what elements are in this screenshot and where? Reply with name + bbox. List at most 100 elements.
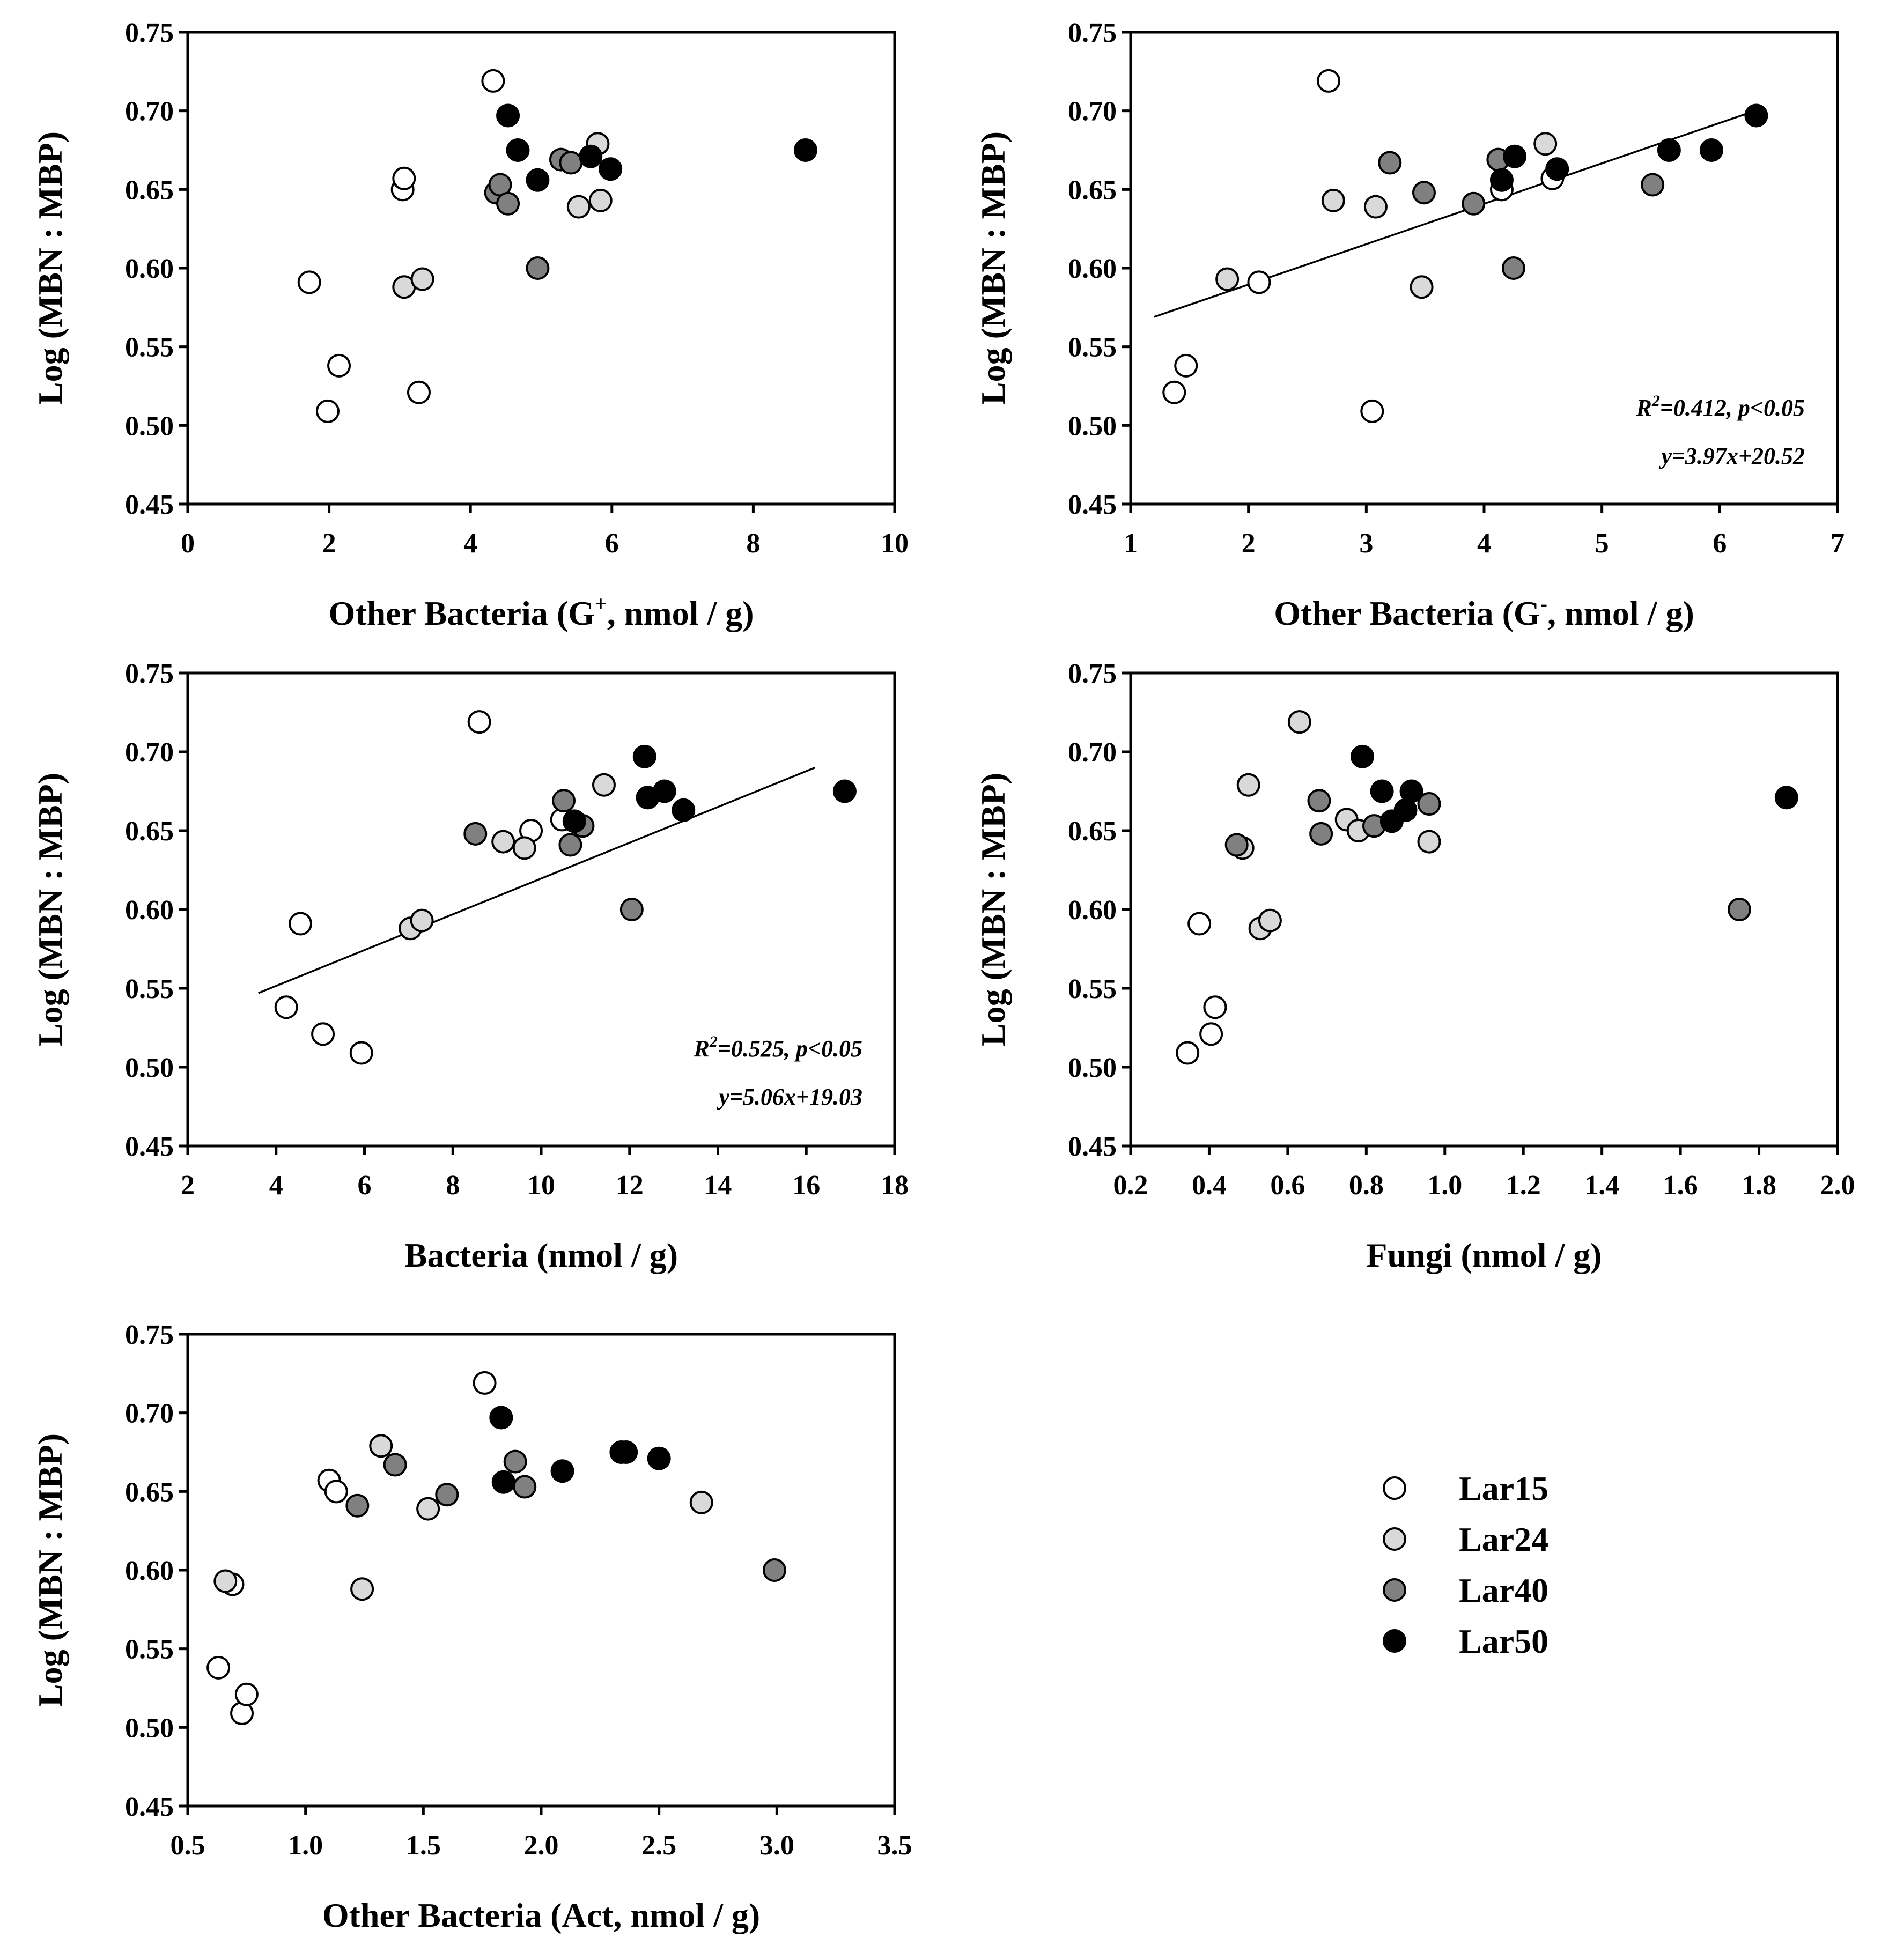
data-point-lar15 bbox=[1199, 1022, 1223, 1046]
data-point-lar40 bbox=[762, 1558, 786, 1582]
x-tick-label: 1.6 bbox=[1663, 1170, 1698, 1201]
legend: Lar15 Lar24 Lar40 Lar50 bbox=[1383, 1469, 1548, 1660]
annotation-superscript: 2 bbox=[709, 1033, 718, 1051]
x-tick-label: 2 bbox=[322, 528, 336, 559]
x-tick-label: 1.2 bbox=[1506, 1170, 1541, 1201]
panel-p2: 0.45 0.50 0.55 0.60 0.65 0.70 0.75 1 2 3 4 5 6 7 Log (… bbox=[974, 18, 1845, 632]
y-tick-label: 0.55 bbox=[1068, 332, 1117, 363]
x-axis-title: Other Bacteria (G-, nmol / g) bbox=[1274, 591, 1694, 632]
y-tick-label: 0.65 bbox=[125, 1477, 174, 1507]
x-axis-title: Bacteria (nmol / g) bbox=[404, 1236, 678, 1274]
x-tick-label: 0.2 bbox=[1113, 1170, 1148, 1201]
x-axis-title-text: Other Bacteria (G bbox=[1274, 594, 1540, 632]
data-point-lar15 bbox=[324, 1480, 348, 1504]
x-tick-label: 0.5 bbox=[171, 1830, 205, 1861]
y-tick-label: 0.70 bbox=[125, 737, 174, 768]
y-tick-label: 0.60 bbox=[1068, 254, 1117, 284]
y-tick-label: 0.75 bbox=[125, 18, 174, 48]
data-point-lar40 bbox=[1378, 151, 1402, 175]
data-point-lar40 bbox=[558, 833, 582, 857]
x-tick-label: 2.5 bbox=[641, 1830, 676, 1861]
data-point-lar50 bbox=[1545, 157, 1569, 181]
y-tick-label: 0.45 bbox=[1068, 490, 1117, 520]
data-point-lar50 bbox=[1503, 144, 1527, 168]
data-point-lar50 bbox=[491, 1470, 515, 1494]
r-squared-annotation: R2=0.525, p<0.05 bbox=[693, 1033, 862, 1062]
data-point-lar24 bbox=[350, 1577, 374, 1601]
data-point-lar40 bbox=[463, 822, 488, 846]
x-tick-label: 3 bbox=[1359, 528, 1373, 559]
data-point-lar15 bbox=[1187, 912, 1212, 936]
data-point-lar40 bbox=[1641, 173, 1665, 197]
data-point-lar40 bbox=[526, 256, 550, 280]
legend-marker-lar40 bbox=[1383, 1578, 1406, 1602]
data-point-lar50 bbox=[632, 744, 656, 768]
data-point-lar15 bbox=[289, 912, 313, 936]
x-tick-label: 10 bbox=[527, 1170, 555, 1201]
x-tick-label: 0.4 bbox=[1192, 1170, 1227, 1201]
regression-line bbox=[258, 766, 816, 994]
data-point-lar15 bbox=[1162, 380, 1186, 404]
y-tick-label: 0.50 bbox=[125, 411, 174, 441]
data-point-lar40 bbox=[552, 789, 576, 813]
data-point-lar50 bbox=[1399, 779, 1423, 803]
x-tick-label: 1.0 bbox=[288, 1830, 323, 1861]
data-point-lar15 bbox=[481, 69, 505, 93]
data-point-lar24 bbox=[566, 195, 591, 219]
data-point-lar50 bbox=[647, 1446, 671, 1470]
data-point-lar40 bbox=[1501, 256, 1525, 280]
data-point-lar15 bbox=[206, 1655, 231, 1680]
annotation-text: R bbox=[1635, 395, 1651, 421]
annotation-text: =0.525, p<0.05 bbox=[718, 1036, 862, 1062]
y-axis-title: Log (MBN : MBP) bbox=[974, 131, 1012, 405]
y-axis-title: Log (MBN : MBP) bbox=[31, 1433, 69, 1707]
x-tick-label: 2 bbox=[1242, 528, 1256, 559]
y-tick-label: 0.50 bbox=[125, 1713, 174, 1743]
legend-label-lar15: Lar15 bbox=[1459, 1469, 1548, 1507]
x-axis-title: Fungi (nmol / g) bbox=[1366, 1236, 1602, 1274]
data-point-lar15 bbox=[311, 1022, 335, 1046]
data-point-lar15 bbox=[467, 710, 491, 734]
y-tick-label: 0.55 bbox=[125, 1634, 174, 1665]
data-point-lar50 bbox=[1370, 779, 1394, 803]
legend-marker-lar15 bbox=[1383, 1476, 1406, 1500]
x-tick-label: 5 bbox=[1595, 528, 1609, 559]
x-axis-title-text: Other Bacteria (G bbox=[328, 594, 594, 632]
regression-equation: y=3.97x+20.52 bbox=[1658, 443, 1805, 469]
x-tick-label: 0 bbox=[181, 528, 195, 559]
data-point-lar15 bbox=[349, 1041, 373, 1065]
data-point-lar15 bbox=[1174, 353, 1198, 378]
panel-p5: 0.45 0.50 0.55 0.60 0.65 0.70 0.75 0.5 1.0 1.5 2.0… bbox=[31, 1320, 912, 1934]
data-point-lar24 bbox=[213, 1569, 238, 1593]
x-axis-title-text: , nmol / g) bbox=[1547, 594, 1694, 632]
y-axis-title: Log (MBN : MBP) bbox=[31, 773, 69, 1046]
data-point-lar50 bbox=[562, 809, 586, 833]
x-axis-title-superscript: - bbox=[1540, 591, 1547, 616]
legend-label-lar50: Lar50 bbox=[1459, 1622, 1548, 1660]
y-tick-label: 0.55 bbox=[125, 332, 174, 363]
data-point-lar50 bbox=[1699, 138, 1723, 162]
y-axis-title: Log (MBN : MBP) bbox=[974, 773, 1012, 1046]
panel-p3: 0.45 0.50 0.55 0.60 0.65 0.70 0.75 2 4 6 8 10 12 14 16… bbox=[31, 659, 909, 1274]
plot-frame bbox=[1129, 31, 1839, 506]
x-tick-label: 4 bbox=[463, 528, 477, 559]
x-tick-label: 0.6 bbox=[1270, 1170, 1305, 1201]
y-tick-label: 0.45 bbox=[125, 1792, 174, 1822]
r-squared-annotation: R2=0.412, p<0.05 bbox=[1635, 392, 1805, 421]
data-point-lar24 bbox=[512, 836, 536, 860]
data-point-lar15 bbox=[327, 353, 351, 378]
data-point-lar15 bbox=[1176, 1041, 1200, 1065]
data-point-lar40 bbox=[383, 1453, 407, 1477]
y-tick-label: 0.75 bbox=[125, 659, 174, 689]
y-tick-label: 0.60 bbox=[125, 254, 174, 284]
data-point-lar15 bbox=[392, 166, 416, 190]
data-point-lar50 bbox=[579, 144, 603, 168]
panel-p1: 0.45 0.50 0.55 0.60 0.65 0.70 0.75 0 2 4 6 8 10 Log (… bbox=[31, 18, 909, 632]
y-tick-label: 0.75 bbox=[1068, 18, 1117, 48]
y-tick-label: 0.65 bbox=[125, 816, 174, 847]
y-tick-label: 0.75 bbox=[1068, 659, 1117, 689]
data-point-lar40 bbox=[619, 898, 644, 921]
data-point-lar40 bbox=[1412, 181, 1436, 205]
x-axis-title: Other Bacteria (Act, nmol / g) bbox=[322, 1896, 760, 1934]
panel-p4: 0.45 0.50 0.55 0.60 0.65 0.70 0.75 0.2 0.4 0.6 0.8… bbox=[974, 659, 1855, 1274]
